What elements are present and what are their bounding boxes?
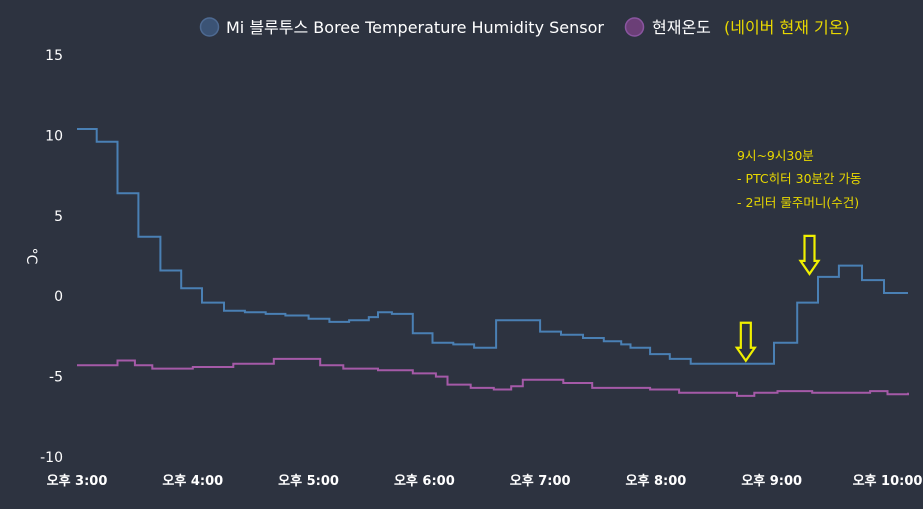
- x-tick-label: 오후 7:00: [510, 473, 571, 489]
- y-tick-label: 15: [45, 48, 63, 64]
- x-tick-label: 오후 6:00: [394, 473, 455, 489]
- annotation-line: - PTC히터 30분간 가동: [737, 171, 862, 186]
- y-tick-label: -5: [49, 370, 63, 386]
- annotation-line: 9시~9시30분: [737, 148, 814, 163]
- legend-marker-current-temp[interactable]: [624, 17, 645, 37]
- y-tick-label: -10: [40, 450, 63, 466]
- x-axis: 오후 3:00 오후 4:00 오후 5:00 오후 6:00 오후 7:00 오후 8:…: [47, 473, 923, 489]
- annotation: 9시~9시30분 - PTC히터 30분간 가동 - 2리터 물주머니(수건): [734, 148, 862, 363]
- y-axis-label: °C: [23, 248, 39, 265]
- legend-label-sensor[interactable]: Mi 블루투스 Boree Temperature Humidity Senso…: [226, 18, 604, 37]
- series-line-1: [77, 357, 909, 397]
- x-tick-label: 오후 4:00: [162, 473, 223, 489]
- legend-label-current-temp[interactable]: 현재온도: [652, 18, 711, 37]
- series-line-0: [77, 128, 908, 365]
- y-tick-label: 10: [45, 128, 63, 144]
- y-axis: 15 10 5 0 -5 -10 °C: [23, 48, 63, 466]
- x-tick-label: 오후 8:00: [626, 473, 687, 489]
- y-tick-label: 0: [54, 289, 63, 305]
- legend-marker-sensor[interactable]: [199, 17, 220, 37]
- annotation-line: - 2리터 물주머니(수건): [737, 195, 859, 210]
- series-layer: [77, 128, 909, 397]
- legend-label-current-temp-suffix: (네이버 현재 기온): [724, 18, 850, 37]
- x-tick-label: 오후 3:00: [47, 473, 108, 489]
- x-tick-label: 오후 9:00: [741, 473, 802, 489]
- chart-legend: Mi 블루투스 Boree Temperature Humidity Senso…: [199, 17, 850, 37]
- annotation-arrow: [734, 321, 757, 363]
- x-tick-label: 오후 10:00: [853, 473, 923, 489]
- annotation-arrow: [798, 234, 821, 276]
- x-tick-label: 오후 5:00: [278, 473, 339, 489]
- y-tick-label: 5: [54, 209, 63, 225]
